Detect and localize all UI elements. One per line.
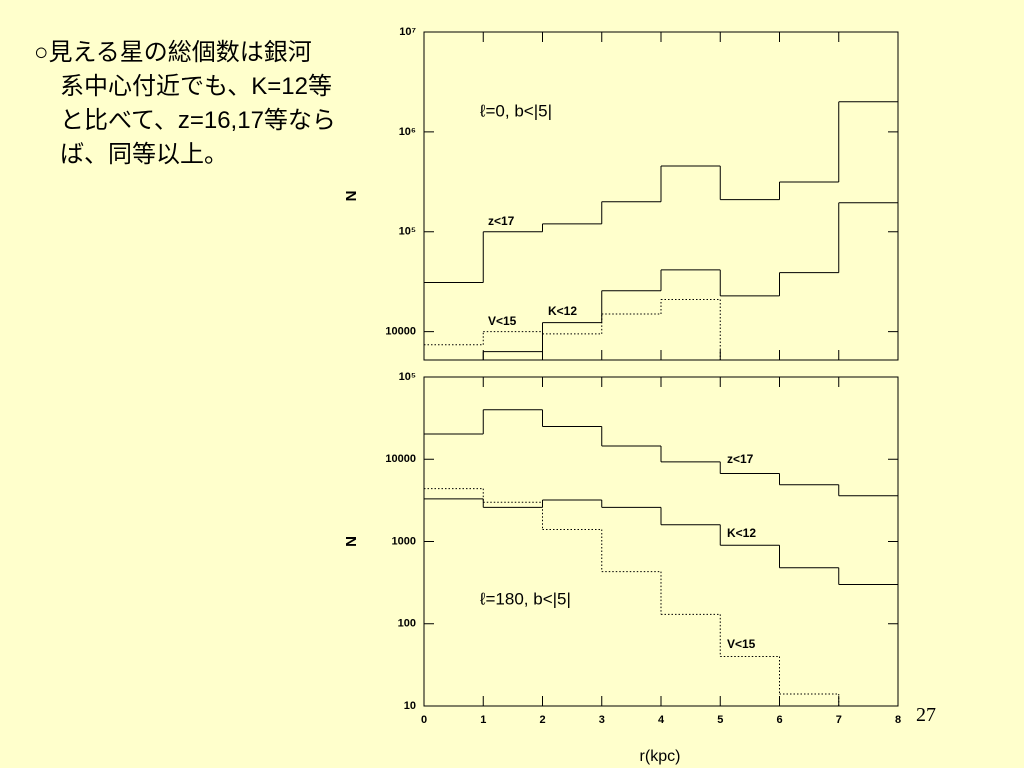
- x-tick-label: 6: [776, 714, 782, 726]
- x-tick-label: 3: [599, 714, 605, 726]
- annotation: ℓ=0, b<|5|: [479, 101, 552, 120]
- y-tick-label: 100: [398, 618, 416, 630]
- y-tick-label: 1000: [392, 535, 416, 547]
- series-label: K<12: [548, 304, 577, 318]
- plot-frame: [423, 376, 899, 707]
- series-label: V<15: [488, 314, 517, 328]
- text-line: ○見える星の総個数は銀河: [34, 39, 312, 66]
- x-tick-label: 2: [539, 714, 545, 726]
- text-line: 系中心付近でも、K=12等: [60, 73, 332, 100]
- y-tick-label: 10⁶: [399, 126, 416, 138]
- y-tick-label: 10⁵: [399, 226, 416, 238]
- y-tick-label: 10: [404, 700, 416, 712]
- series-label: z<17: [727, 452, 754, 466]
- y-tick-label: 10⁷: [399, 26, 416, 38]
- x-tick-label: 7: [836, 714, 842, 726]
- annotation: ℓ=180, b<|5|: [479, 589, 571, 608]
- series-label: V<15: [727, 637, 756, 651]
- x-tick-label: 5: [717, 714, 723, 726]
- x-tick-label: 1: [480, 714, 486, 726]
- y-tick-label: 10000: [385, 453, 416, 465]
- text-line: と比べて、z=16,17等なら: [60, 107, 336, 134]
- bullet-text: ○見える星の総個数は銀河系中心付近でも、K=12等 と比べて、z=16,17等なら…: [34, 36, 336, 172]
- text-line: ば、同等以上。: [60, 141, 228, 168]
- series-label: z<17: [488, 214, 515, 228]
- x-tick-label: 4: [658, 714, 665, 726]
- x-axis-label: r(kpc): [640, 748, 681, 765]
- x-tick-label: 0: [421, 714, 427, 726]
- y-axis-label: N: [343, 536, 360, 547]
- y-axis-label: N: [343, 191, 360, 202]
- y-tick-label: 10000: [385, 326, 416, 338]
- page-number: 27: [916, 704, 936, 726]
- y-tick-label: 10⁵: [399, 371, 416, 383]
- x-tick-label: 8: [895, 714, 901, 726]
- series-label: K<12: [727, 526, 756, 540]
